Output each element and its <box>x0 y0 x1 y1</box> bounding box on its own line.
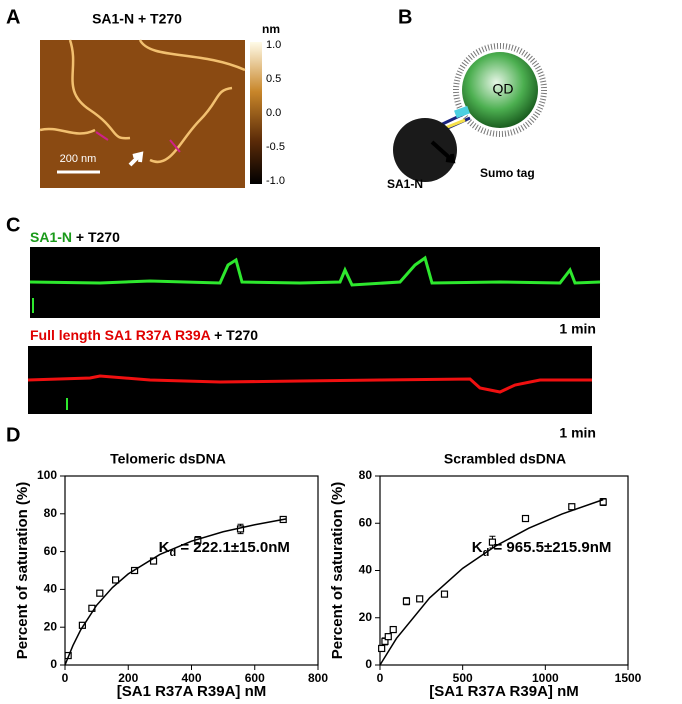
data-point <box>599 498 607 506</box>
kd-value: = 965.5±215.9nM <box>489 539 611 556</box>
y-tick-label: 80 <box>359 468 373 482</box>
y-tick-label: 80 <box>44 506 58 520</box>
panel-label: D <box>6 424 20 446</box>
x-tick-label: 1000 <box>532 671 559 685</box>
y-tick-label: 60 <box>359 515 373 529</box>
data-point <box>416 595 424 603</box>
y-axis-label: Percent of saturation (%) <box>329 482 346 660</box>
dna: + T270 <box>210 327 258 343</box>
x-tick-label: 200 <box>118 671 138 685</box>
colorbar-label: -1.0 <box>266 175 285 187</box>
x-tick-label: 0 <box>377 671 384 685</box>
data-point <box>111 576 120 584</box>
time-label: 1 min <box>559 425 596 441</box>
protein <box>393 118 457 182</box>
scale-label: 200 nm <box>60 153 97 165</box>
plot-frame <box>64 475 319 666</box>
y-tick-label: 20 <box>359 610 373 624</box>
panel-title: SA1-N + T270 <box>92 11 182 27</box>
colorbar-unit: nm <box>262 22 280 36</box>
protein-label: SA1-N <box>387 177 423 191</box>
kd-symbol: K <box>472 539 483 556</box>
data-point <box>389 625 397 634</box>
trace-title: SA1-N + T270 <box>30 229 120 245</box>
colorbar-label: -0.5 <box>266 141 285 153</box>
arrow <box>128 151 144 167</box>
kd-subscript: d <box>483 547 490 559</box>
kd-value: = 222.1±15.0nM <box>176 539 290 556</box>
data-point <box>384 633 392 641</box>
y-tick-label: 40 <box>44 582 58 596</box>
x-tick-label: 600 <box>245 671 265 685</box>
panel-label: C <box>6 214 20 236</box>
x-tick-label: 400 <box>181 671 201 685</box>
data-point <box>402 597 411 605</box>
x-tick-label: 500 <box>453 671 473 685</box>
y-tick-label: 40 <box>359 563 373 577</box>
trace <box>27 374 592 394</box>
chart-title: Scrambled dsDNA <box>444 451 566 467</box>
colorbar-label: 0.5 <box>266 73 281 85</box>
x-axis-label: [SA1 R37A R39A] nM <box>117 683 266 700</box>
protein: Full length SA1 R37A R39A <box>30 327 211 343</box>
arrow <box>430 140 456 164</box>
afm-dna <box>39 39 246 164</box>
dna: + T270 <box>72 229 120 245</box>
trace <box>29 255 601 287</box>
annotation: Kd = 222.1±15.0nM <box>159 539 290 559</box>
data-point <box>568 503 576 511</box>
kd-symbol: K <box>159 539 170 556</box>
trace-title: Full length SA1 R37A R39A + T270 <box>30 327 258 343</box>
colorbar-label: 1.0 <box>266 39 281 51</box>
y-tick-label: 60 <box>44 544 58 558</box>
annotation: Kd = 965.5±215.9nM <box>472 539 612 559</box>
x-axis-label: [SA1 R37A R39A] nM <box>429 683 578 700</box>
fit-line <box>64 518 287 666</box>
y-axis-label: Percent of saturation (%) <box>14 482 31 660</box>
y-tick-label: 20 <box>44 619 58 633</box>
qd-label: QD <box>493 81 514 97</box>
colorbar <box>250 42 262 184</box>
x-tick-label: 1500 <box>615 671 642 685</box>
y-tick-label: 0 <box>50 657 57 671</box>
data-point <box>378 644 386 653</box>
qd-shell <box>453 43 547 137</box>
panel-label: B <box>398 6 412 28</box>
data-point <box>488 538 497 546</box>
data-point <box>521 514 530 523</box>
x-tick-label: 800 <box>308 671 328 685</box>
y-tick-label: 0 <box>365 657 372 671</box>
data-point <box>440 590 449 598</box>
quantum-dot <box>462 52 538 128</box>
y-tick-label: 100 <box>37 468 57 482</box>
x-tick-label: 0 <box>62 671 69 685</box>
colorbar-label: 0.0 <box>266 107 281 119</box>
antibody <box>454 105 470 119</box>
panel-label: A <box>6 6 20 28</box>
chart-title: Telomeric dsDNA <box>110 451 226 467</box>
fit-line <box>379 498 604 666</box>
time-label: 1 min <box>559 321 596 337</box>
tag-label: Sumo tag <box>480 166 535 180</box>
data-point <box>96 589 104 597</box>
protein: SA1-N <box>30 229 72 245</box>
afm-image <box>40 40 245 188</box>
kd-subscript: d <box>169 547 176 559</box>
arrow <box>95 131 181 153</box>
